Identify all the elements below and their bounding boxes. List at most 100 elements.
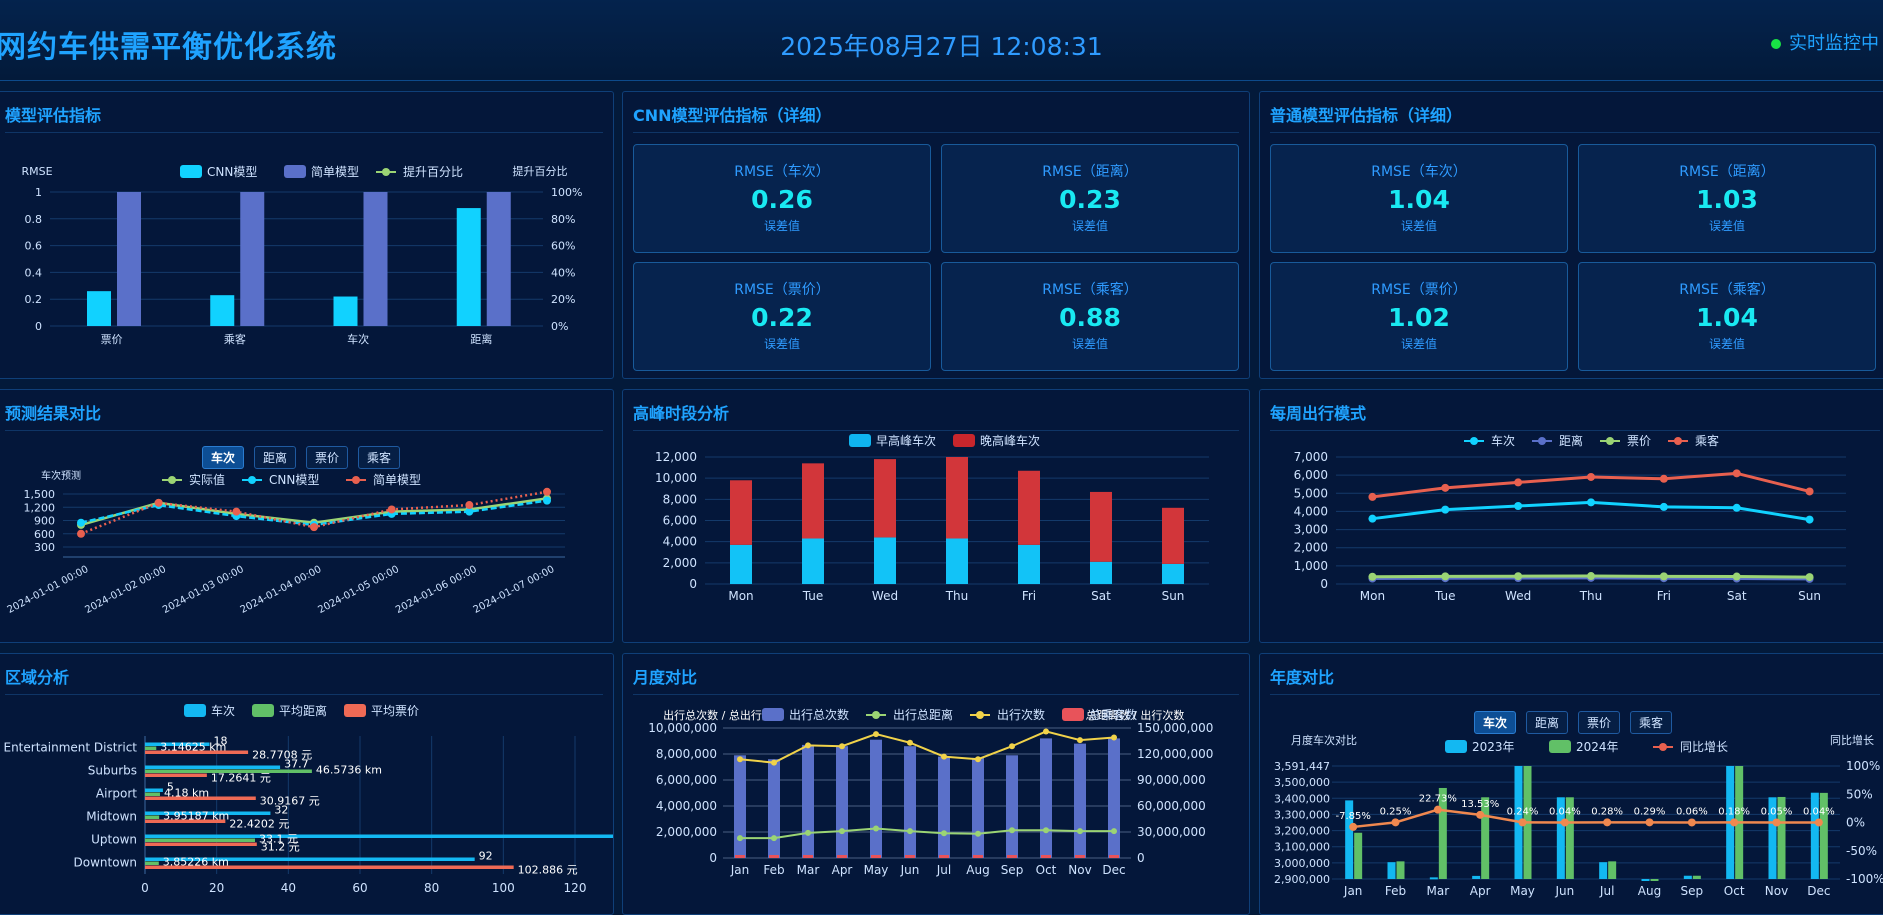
metric-card: RMSE（乘客） 1.04 误差值 — [1578, 262, 1876, 371]
y-tick-label: 4,000 — [663, 535, 697, 549]
x-tick-label: Nov — [1068, 863, 1091, 877]
tab-distance[interactable]: 距离 — [254, 446, 297, 469]
series-point — [941, 753, 947, 760]
bar-2023 — [1429, 877, 1438, 880]
series-point — [1043, 827, 1049, 834]
region-bar — [145, 834, 613, 838]
series-point — [1441, 483, 1450, 492]
app-title: 网约车供需平衡优化系统 — [0, 30, 337, 65]
prediction-tabs: 车次 距离 票价 乘客 — [202, 446, 401, 469]
weekly-pattern-chart: 车次 距离 票价 乘客 0 1,000 2,000 3,000 4,000 5,000 6,000 7… — [1294, 434, 1846, 603]
bar-evening — [730, 480, 752, 545]
series-point — [1009, 827, 1015, 834]
y-tick-label: 3,300,000 — [1274, 808, 1330, 821]
legend-swatch-icon — [184, 704, 206, 717]
legend-marker-icon — [976, 711, 984, 719]
series-point — [232, 507, 241, 516]
y-tick-label: 3,400,000 — [1274, 792, 1330, 805]
metric-value: 0.26 — [751, 185, 813, 214]
metric-sub: 误差值 — [1708, 337, 1745, 351]
y2-tick-label: 120,000,000 — [1137, 747, 1213, 761]
y-tick-label: 0.8 — [25, 213, 43, 226]
data-label: 3.14625 km — [160, 741, 226, 754]
bar-cnn — [456, 208, 481, 326]
series-point — [154, 498, 163, 507]
x-tick-label: Apr — [832, 863, 853, 877]
legend-label: 简单模型 — [311, 165, 359, 179]
growth-point — [1645, 818, 1654, 827]
legend-marker-icon — [872, 711, 880, 719]
y-tick-label: 0 — [35, 320, 42, 333]
y-axis-title: RMSE — [21, 165, 52, 178]
x-tick-label: Sat — [1091, 589, 1111, 603]
region-bar — [145, 861, 159, 865]
growth-point — [1476, 810, 1485, 819]
y-tick-label: 0 — [709, 851, 717, 865]
metric-card: RMSE（票价） 0.22 误差值 — [633, 262, 931, 371]
legend-swatch-icon — [953, 434, 975, 447]
series-point — [1587, 572, 1595, 581]
y-tick-label: Midtown — [86, 810, 137, 824]
data-label: 30.9167 元 — [260, 795, 320, 808]
y-tick-label: 3,000 — [1294, 523, 1328, 537]
tab-trips[interactable]: 车次 — [202, 446, 245, 469]
metric-label: RMSE（距离） — [1679, 164, 1775, 180]
tab-passengers[interactable]: 乘客 — [1630, 711, 1673, 734]
tab-distance[interactable]: 距离 — [1526, 711, 1569, 734]
metric-label: RMSE（乘客） — [1679, 282, 1775, 298]
tab-fare[interactable]: 票价 — [1578, 711, 1621, 734]
bar-cnn — [210, 295, 235, 326]
status-dot-icon — [1771, 39, 1781, 49]
series-point — [465, 507, 474, 516]
y-tick-label: 6,000,000 — [656, 773, 717, 787]
legend-label: 简单模型 — [373, 473, 421, 487]
tab-fare[interactable]: 票价 — [306, 446, 349, 469]
bar-passengers — [1109, 855, 1119, 858]
x-tick-label: May — [1510, 884, 1535, 898]
y2-tick-label: -100% — [1846, 872, 1883, 886]
series-point — [737, 756, 743, 763]
growth-label: -7.85% — [1335, 811, 1370, 822]
y2-tick-label: 0 — [1137, 851, 1145, 865]
series-line — [740, 827, 1114, 840]
y-tick-label: 1 — [35, 186, 42, 199]
legend-swatch-icon — [284, 165, 306, 178]
y-tick-label: 1,200 — [24, 501, 56, 514]
x-tick-label: Jul — [936, 863, 951, 877]
series-point — [1009, 743, 1015, 750]
metric-sub: 误差值 — [1400, 219, 1437, 233]
tab-passengers[interactable]: 乘客 — [358, 446, 401, 469]
series-point — [77, 518, 85, 527]
bar-passengers — [973, 855, 983, 858]
region-bar — [145, 811, 271, 815]
legend-marker-icon — [352, 476, 360, 484]
legend-marker-icon — [1538, 437, 1546, 445]
y-tick-label: 3,200,000 — [1274, 825, 1330, 838]
growth-point — [1518, 818, 1527, 827]
x-tick-label: Aug — [1638, 884, 1661, 898]
y-tick-label: 0.4 — [25, 266, 43, 279]
growth-label: 0.24% — [1507, 806, 1539, 817]
x-tick-label: Dec — [1807, 884, 1830, 898]
bar-total-trips — [836, 746, 848, 858]
series-point — [1514, 478, 1523, 487]
y2-tick-label: 50% — [1846, 787, 1873, 801]
legend-label: 早高峰车次 — [876, 434, 936, 448]
x-tick-label: Jun — [900, 863, 920, 877]
series-point — [1732, 572, 1741, 581]
series-point — [465, 501, 474, 510]
cnn-metrics-panel: CNN模型评估指标（详细） RMSE（车次） 0.26 误差值 RMSE（距离） 0.2… — [622, 91, 1250, 379]
region-analysis-panel: 区域分析 车次 平均距离 平均票价 0 20 40 60 80 100 120 Downtown 92… — [0, 653, 614, 915]
x-tick-label: 车次 — [347, 332, 369, 346]
legend-label: 晚高峰车次 — [980, 434, 1040, 448]
legend-marker-icon — [1659, 743, 1667, 751]
bar-total-trips — [768, 759, 780, 858]
growth-point — [1772, 818, 1781, 827]
tab-trips[interactable]: 车次 — [1474, 711, 1517, 734]
x-tick-label: Aug — [966, 863, 989, 877]
growth-label: 0.04% — [1803, 806, 1835, 817]
region-bar — [145, 819, 226, 823]
metric-label: RMSE（距离） — [1042, 164, 1138, 180]
y-tick-label: 2,000,000 — [656, 825, 717, 839]
y2-tick-label: 30,000,000 — [1137, 825, 1206, 839]
